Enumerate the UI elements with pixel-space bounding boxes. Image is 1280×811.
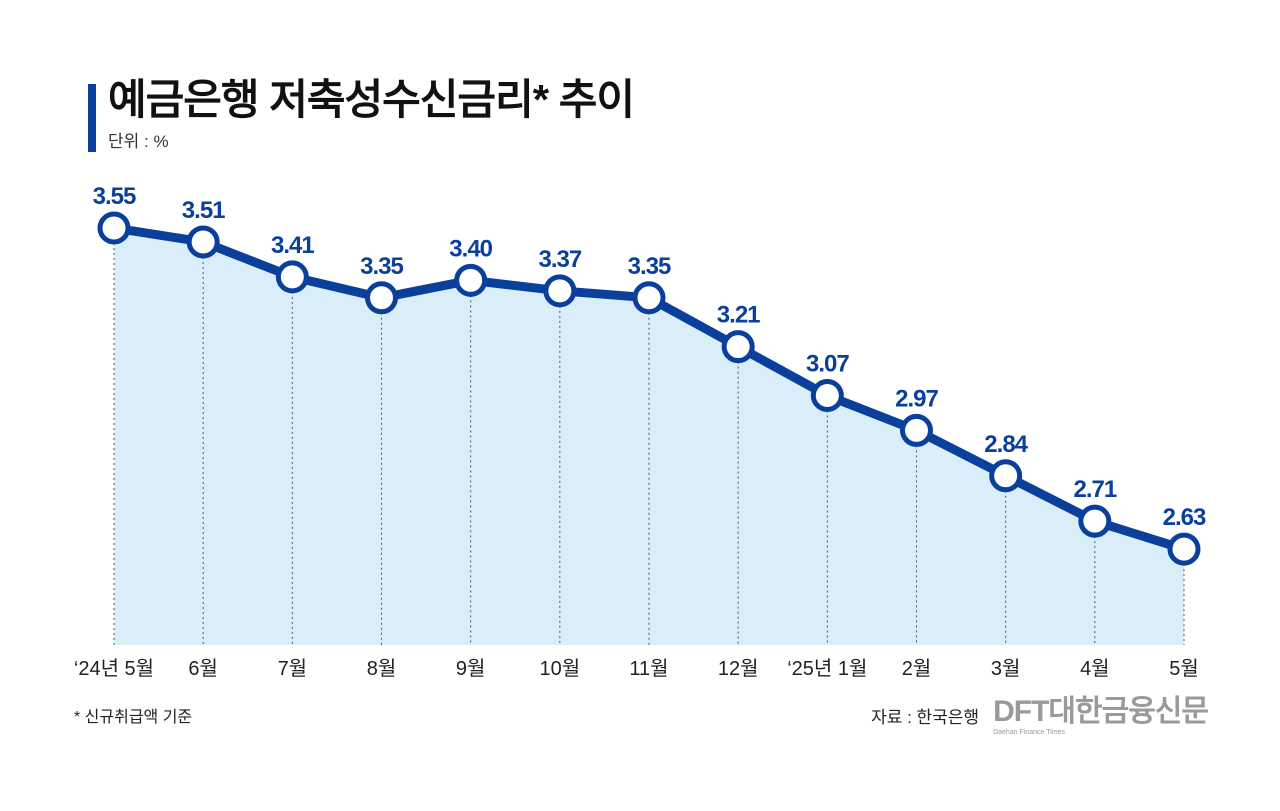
data-label: 3.51 bbox=[182, 197, 225, 224]
x-tick-label: ‘25년 1월 bbox=[787, 657, 867, 680]
x-tick-label: 10월 bbox=[540, 657, 581, 680]
data-label: 2.84 bbox=[984, 431, 1028, 458]
x-tick-label: 7월 bbox=[278, 657, 308, 680]
data-point bbox=[989, 459, 1023, 493]
data-label: 3.35 bbox=[628, 253, 671, 280]
source-label: 자료 : 한국은행 bbox=[871, 708, 980, 727]
x-tick-label: 6월 bbox=[188, 657, 218, 680]
data-point bbox=[1078, 504, 1112, 538]
data-label: 2.71 bbox=[1073, 476, 1116, 503]
data-label: 3.37 bbox=[538, 246, 581, 273]
data-label: 2.97 bbox=[895, 385, 938, 412]
data-point bbox=[810, 379, 844, 413]
data-point bbox=[186, 225, 220, 259]
data-point bbox=[1167, 532, 1201, 566]
x-tick-label: 3월 bbox=[991, 657, 1021, 680]
footnote: * 신규취급액 기준 bbox=[74, 709, 193, 726]
data-point bbox=[900, 413, 933, 447]
data-label: 3.40 bbox=[449, 235, 492, 262]
x-tick-label: 11월 bbox=[629, 657, 668, 680]
data-point bbox=[97, 211, 131, 245]
data-point bbox=[721, 330, 755, 364]
data-point bbox=[365, 281, 398, 315]
data-point bbox=[543, 274, 577, 308]
data-label: 2.63 bbox=[1163, 504, 1206, 531]
x-tick-label: 2월 bbox=[902, 657, 932, 680]
publisher-logo: DFT대한금융신문 Daehan Finance Times bbox=[993, 695, 1209, 737]
data-label: 3.07 bbox=[806, 351, 849, 378]
data-label: 3.41 bbox=[271, 232, 314, 259]
publisher-logo-text: DFT대한금융신문 bbox=[993, 695, 1209, 728]
x-tick-label: ‘24년 5월 bbox=[74, 657, 154, 680]
x-tick-label: 9월 bbox=[456, 657, 486, 680]
unit-label: 단위 : % bbox=[108, 132, 169, 151]
chart-title: 예금은행 저축성수신금리* 추이 bbox=[108, 76, 635, 123]
title-accent-bar bbox=[88, 84, 96, 152]
publisher-logo-subtitle: Daehan Finance Times bbox=[993, 729, 1066, 736]
data-point bbox=[632, 281, 666, 315]
data-label: 3.55 bbox=[93, 183, 136, 210]
x-tick-label: 12월 bbox=[718, 657, 759, 680]
data-point bbox=[454, 263, 488, 297]
x-tick-label: 4월 bbox=[1080, 657, 1110, 680]
data-point bbox=[275, 260, 309, 294]
x-tick-label: 8월 bbox=[367, 657, 397, 680]
footer-right: 자료 : 한국은행 DFT대한금융신문 Daehan Finance Times bbox=[871, 695, 1209, 737]
x-tick-label: 5월 bbox=[1169, 657, 1199, 680]
data-label: 3.35 bbox=[360, 253, 403, 280]
data-label: 3.21 bbox=[717, 302, 760, 329]
